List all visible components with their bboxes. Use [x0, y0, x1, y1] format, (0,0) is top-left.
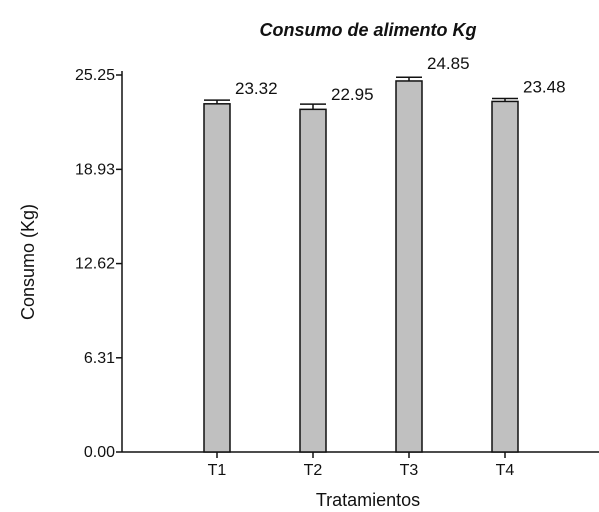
bars-group: [203, 76, 519, 453]
y-tick-label: 12.62: [75, 256, 115, 273]
data-label: 23.48: [523, 77, 566, 96]
bar: [299, 108, 327, 453]
axes: 0.00 6.31 12.62 18.93 25.25 T1 T2 T3 T4: [75, 67, 599, 479]
x-tick-label: T2: [304, 462, 323, 479]
y-axis-label: Consumo (Kg): [18, 204, 38, 320]
x-axis-label: Tratamientos: [316, 490, 420, 510]
chart-title: Consumo de alimento Kg: [259, 20, 476, 40]
y-tick-label: 25.25: [75, 67, 115, 84]
bar: [203, 103, 231, 453]
bar: [395, 80, 423, 453]
x-tick-label: T4: [496, 462, 515, 479]
y-tick-label: 6.31: [84, 350, 115, 367]
data-label: 22.95: [331, 85, 374, 104]
y-tick-label: 18.93: [75, 161, 115, 178]
x-tick-label: T3: [400, 462, 419, 479]
labels-group: 23.32 22.95 24.85 23.48: [235, 54, 566, 104]
bar: [491, 100, 519, 453]
x-tick-label: T1: [208, 462, 227, 479]
data-label: 24.85: [427, 54, 470, 73]
data-label: 23.32: [235, 79, 278, 98]
y-tick-label: 0.00: [84, 444, 115, 461]
